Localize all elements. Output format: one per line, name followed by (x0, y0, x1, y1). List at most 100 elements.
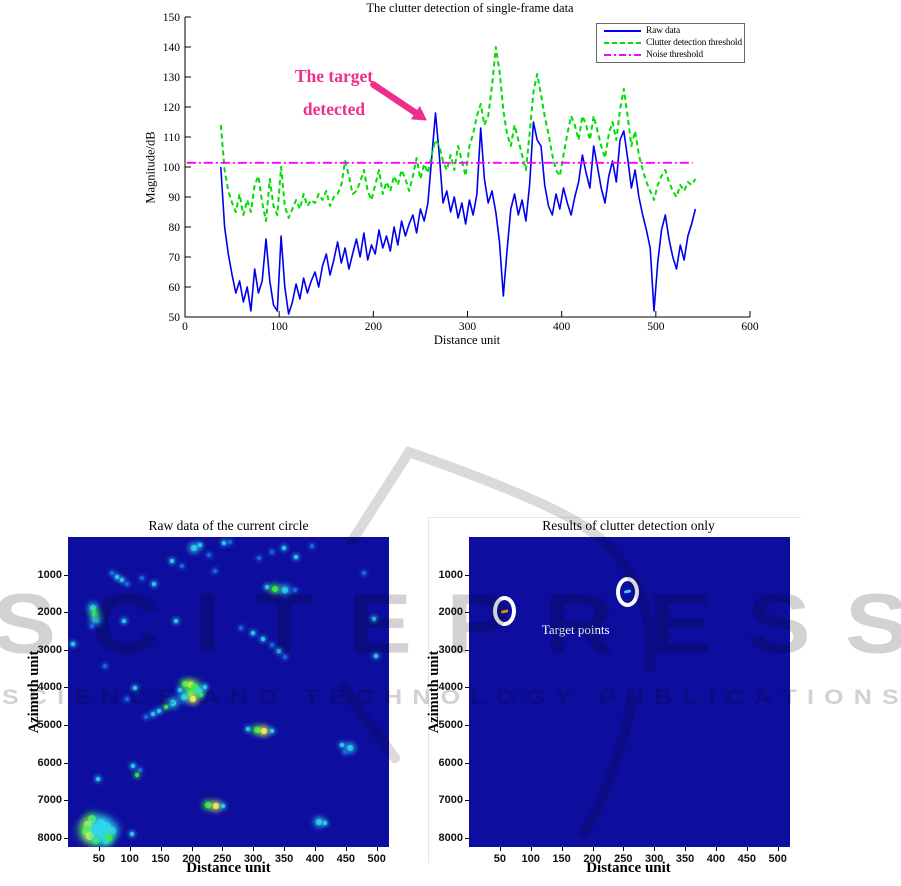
x-tick-label: 450 (336, 853, 355, 865)
target-annotation-line2: detected (302, 99, 366, 119)
x-tick-mark (222, 847, 224, 851)
clutter-speckle (181, 694, 188, 701)
raw-data-line (220, 112, 697, 315)
y-tick-mark (64, 612, 68, 614)
clutter-speckle (277, 648, 282, 653)
x-tick-label: 200 (365, 321, 383, 333)
clutter-speckle (198, 542, 203, 547)
y-tick-label: 120 (163, 102, 181, 114)
clutter-speckle (212, 568, 217, 573)
x-tick-mark (777, 847, 779, 851)
x-tick-mark (345, 847, 347, 851)
clutter-speckle (272, 586, 279, 592)
noise-threshold-line-swatch (604, 53, 641, 56)
y-tick-mark (64, 574, 68, 576)
clutter-speckle (105, 835, 112, 841)
x-tick-label: 150 (151, 853, 170, 865)
y-tick-label: 6000 (438, 756, 463, 769)
x-tick-label: 400 (706, 853, 726, 865)
clutter-speckle (251, 631, 256, 636)
clutter-speckle (339, 742, 344, 747)
y-tick-label: 8000 (438, 831, 463, 844)
y-tick-label: 5000 (37, 718, 62, 731)
y-tick-label: 8000 (37, 831, 62, 844)
line-chart-svg: 50 60 70 80 90 100 110 120 130 140 150 0 100 200 300 40… (163, 12, 759, 333)
clutter-speckle (132, 686, 137, 691)
y-tick-label: 80 (169, 222, 181, 234)
y-tick-label: 2000 (37, 606, 62, 619)
clutter-speckle (125, 697, 130, 701)
clutter-speckle (190, 545, 197, 552)
clutter-speckle (92, 822, 105, 835)
y-tick-label: 140 (163, 42, 181, 54)
clutter-speckle (87, 814, 96, 823)
clutter-speckle (206, 552, 211, 557)
x-tick-label: 100 (120, 853, 139, 865)
y-tick-label: 60 (169, 282, 181, 294)
clutter-speckle (125, 582, 130, 586)
x-tick-mark (592, 847, 594, 851)
y-tick-label: 110 (163, 132, 180, 144)
legend-label-noise-threshold: Noise threshold (646, 49, 703, 60)
y-tick-label: 6000 (37, 756, 62, 769)
legend: Raw data Clutter detection threshold Noi… (596, 23, 745, 63)
y-tick-mark (64, 687, 68, 689)
clutter-speckle (212, 802, 219, 809)
y-tick-mark (465, 649, 469, 651)
watermark-letter: N (853, 685, 872, 710)
heatmap-results-title: Results of clutter detection only (542, 518, 715, 533)
x-tick-label: 300 (244, 853, 263, 865)
clutter-speckle (343, 749, 348, 754)
clutter-speckle (246, 727, 251, 732)
clutter-speckle (309, 544, 314, 549)
clutter-speckle (253, 727, 260, 734)
x-tick-mark (654, 847, 656, 851)
clutter-speckle (91, 611, 98, 618)
clutter-speckle (186, 690, 193, 697)
clutter-speckle (283, 655, 288, 660)
y-tick-mark (465, 724, 469, 726)
x-tick-mark (746, 847, 748, 851)
x-tick-label: 600 (741, 321, 759, 333)
target-annotation-line1: The target (294, 66, 374, 86)
clutter-speckle (101, 821, 112, 832)
y-tick-mark (465, 574, 469, 576)
clutter-speckle (182, 680, 189, 687)
clutter-speckle (92, 835, 101, 844)
line-chart-xlabel: Distance unit (433, 333, 501, 347)
legend-row-noise-threshold: Noise threshold (604, 49, 744, 60)
x-tick-label: 250 (614, 853, 633, 865)
clutter-speckle (140, 575, 145, 580)
x-tick-mark (160, 847, 162, 851)
clutter-speckle (177, 687, 182, 692)
heatmap-raw-title: Raw data of the current circle (148, 518, 309, 533)
clutter-speckle (346, 744, 353, 751)
clutter-speckle (143, 715, 148, 719)
clutter-threshold-line (219, 46, 697, 222)
clutter-speckle (374, 653, 378, 658)
clutter-speckle (220, 803, 225, 808)
clutter-speckle (238, 625, 243, 630)
heatmap-results-xlabel: Distance unit (586, 860, 671, 876)
clutter-speckle (203, 684, 207, 689)
legend-row-clutter-threshold: Clutter detection threshold (604, 38, 744, 49)
clutter-speckle (293, 588, 298, 592)
y-tick-label: 50 (169, 312, 181, 324)
legend-label-raw-data: Raw data (646, 26, 681, 37)
clutter-speckle (169, 559, 174, 563)
clutter-speckle (221, 541, 226, 545)
x-tick-label: 50 (493, 853, 507, 865)
legend-row-raw-data: Raw data (604, 26, 744, 37)
x-tick-mark (685, 847, 687, 851)
clutter-speckle (187, 682, 194, 689)
x-tick-label: 100 (271, 321, 289, 333)
y-tick-label: 7000 (438, 794, 463, 806)
raw-data-line-swatch (604, 30, 641, 33)
x-tick-mark (376, 847, 378, 851)
y-tick-label: 90 (169, 192, 181, 204)
clutter-speckle (70, 641, 75, 646)
x-tick-label: 300 (645, 853, 664, 865)
watermark-letter: S (882, 685, 899, 710)
x-tick-mark (284, 847, 286, 851)
clutter-speckle (110, 570, 115, 575)
